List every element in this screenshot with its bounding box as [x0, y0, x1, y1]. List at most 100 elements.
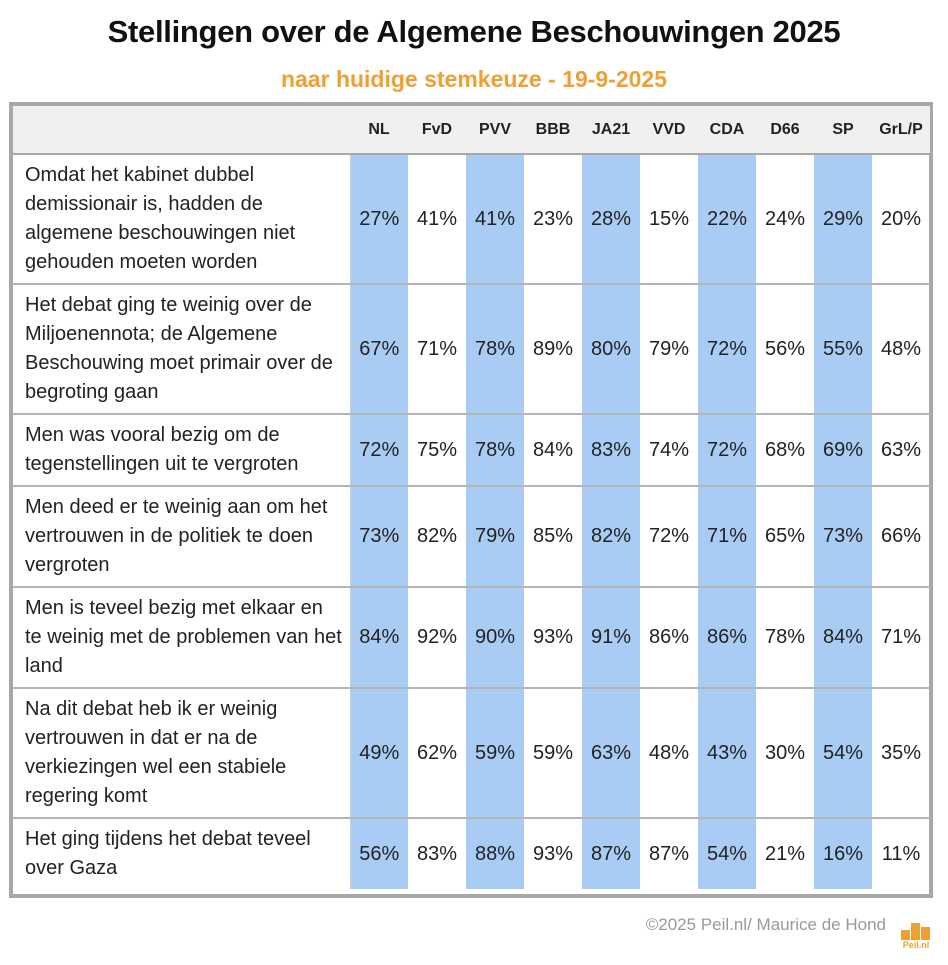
copyright-footer: ©2025 Peil.nl/ Maurice de Hond [645, 915, 886, 934]
value-cell: 48% [880, 337, 922, 360]
value-cell: 84% [814, 587, 872, 688]
statement-cell: Omdat het kabinet dubbel demissionair is… [13, 154, 351, 284]
value-cell: 91% [582, 587, 640, 688]
value-cell: 80% [582, 284, 640, 414]
value-cell: 87% [648, 842, 690, 865]
statement-cell: Men deed er te weinig aan om het vertrou… [13, 486, 351, 587]
value-cell: 78% [466, 284, 524, 414]
value-cell: 90% [466, 587, 524, 688]
value-cell: 71% [880, 626, 922, 648]
value-cell: 41% [466, 154, 524, 284]
value-cell: 63% [880, 438, 922, 461]
value-cell: 59% [466, 688, 524, 818]
statement-cell: Men is teveel bezig met elkaar en te wei… [13, 587, 351, 688]
statement-column-header [13, 106, 350, 155]
logo-bar [911, 923, 920, 940]
value-cell: 72% [698, 414, 756, 486]
logo-bar [921, 927, 930, 940]
value-cell: 84% [350, 587, 408, 688]
value-cell: 49% [350, 688, 408, 818]
value-cell: 21% [764, 842, 806, 865]
value-cell: 23% [532, 207, 574, 230]
value-cell: 87% [582, 818, 640, 889]
column-header: CDA [698, 106, 756, 155]
results-table: NL FvD PVV BBB JA21 VVD CDA D66 SP GrL/P Omdat he… [13, 106, 930, 889]
value-cell: 72% [648, 525, 690, 547]
value-cell: 71% [698, 486, 756, 587]
value-cell: 88% [466, 818, 524, 889]
peil-logo: Peil.nl [898, 916, 934, 950]
value-cell: 71% [416, 337, 458, 360]
column-header: FvD [408, 106, 466, 155]
value-cell: 22% [698, 154, 756, 284]
value-cell: 63% [582, 688, 640, 818]
value-cell: 79% [466, 486, 524, 587]
value-cell: 20% [880, 207, 922, 230]
value-cell: 24% [764, 207, 806, 230]
value-cell: 73% [350, 486, 408, 587]
value-cell: 83% [582, 414, 640, 486]
value-cell: 89% [532, 337, 574, 360]
value-cell: 54% [698, 818, 756, 889]
value-cell: 83% [416, 842, 458, 865]
value-cell: 86% [648, 626, 690, 648]
value-cell: 27% [350, 154, 408, 284]
column-header: BBB [524, 106, 582, 155]
column-header: VVD [640, 106, 698, 155]
table-row: Het debat ging te weinig over de Miljoen… [13, 284, 930, 414]
value-cell: 65% [764, 525, 806, 547]
column-header: NL [350, 106, 408, 155]
value-cell: 74% [648, 438, 690, 461]
value-cell: 54% [814, 688, 872, 818]
value-cell: 67% [350, 284, 408, 414]
value-cell: 62% [416, 741, 458, 764]
value-cell: 86% [698, 587, 756, 688]
column-header: GrL/P [872, 106, 930, 155]
value-cell: 72% [698, 284, 756, 414]
value-cell: 69% [814, 414, 872, 486]
table-row: Omdat het kabinet dubbel demissionair is… [13, 154, 930, 284]
table-row: Men was vooral bezig om de tegenstelling… [13, 414, 930, 486]
table-row: Men deed er te weinig aan om het vertrou… [13, 486, 930, 587]
value-cell: 59% [532, 741, 574, 764]
statement-cell: Het ging tijdens het debat teveel over G… [13, 818, 351, 889]
table-row: Na dit debat heb ik er weinig vertrouwen… [13, 688, 930, 818]
table-body: Omdat het kabinet dubbel demissionair is… [13, 154, 930, 889]
value-cell: 15% [648, 207, 690, 230]
value-cell: 48% [648, 741, 690, 764]
value-cell: 16% [814, 818, 872, 889]
table-frame: NL FvD PVV BBB JA21 VVD CDA D66 SP GrL/P Omdat he… [9, 102, 933, 898]
column-header: PVV [466, 106, 524, 155]
value-cell: 66% [880, 525, 922, 547]
chart-title: Stellingen over de Algemene Beschouwinge… [107, 14, 841, 49]
value-cell: 41% [416, 207, 458, 230]
value-cell: 30% [764, 741, 806, 764]
value-cell: 56% [764, 337, 806, 360]
statement-cell: Na dit debat heb ik er weinig vertrouwen… [13, 688, 351, 818]
value-cell: 11% [881, 842, 921, 865]
value-cell: 28% [582, 154, 640, 284]
value-cell: 43% [698, 688, 756, 818]
value-cell: 56% [350, 818, 408, 889]
value-cell: 75% [416, 438, 458, 461]
table-row: Het ging tijdens het debat teveel over G… [13, 818, 930, 889]
value-cell: 55% [814, 284, 872, 414]
value-cell: 85% [532, 525, 574, 547]
value-cell: 84% [532, 438, 574, 461]
logo-text: Peil.nl [902, 940, 930, 950]
statement-cell: Men was vooral bezig om de tegenstelling… [13, 414, 351, 486]
value-cell: 92% [416, 626, 458, 648]
header-row: NL FvD PVV BBB JA21 VVD CDA D66 SP GrL/P [13, 106, 930, 155]
value-cell: 29% [814, 154, 872, 284]
table-row: Men is teveel bezig met elkaar en te wei… [13, 587, 930, 688]
value-cell: 82% [416, 525, 458, 547]
value-cell: 93% [532, 626, 574, 648]
column-header: JA21 [582, 106, 640, 155]
chart-subtitle: naar huidige stemkeuze - 19-9-2025 [280, 66, 668, 92]
value-cell: 82% [582, 486, 640, 587]
value-cell: 68% [764, 438, 806, 461]
value-cell: 79% [648, 337, 690, 360]
statement-cell: Het debat ging te weinig over de Miljoen… [13, 284, 351, 414]
logo-bar [901, 930, 910, 940]
value-cell: 93% [532, 842, 574, 865]
